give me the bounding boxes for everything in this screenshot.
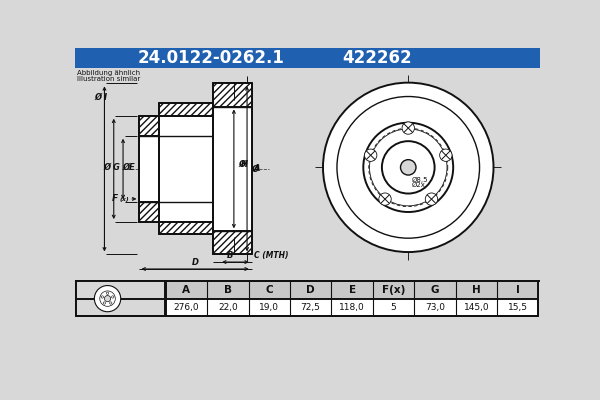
Circle shape — [337, 96, 479, 238]
Text: 5: 5 — [391, 303, 397, 312]
Text: Ø2x: Ø2x — [412, 182, 426, 188]
Text: 73,0: 73,0 — [425, 303, 445, 312]
Circle shape — [425, 193, 437, 205]
Text: I: I — [104, 93, 107, 102]
Circle shape — [112, 296, 114, 298]
Text: Illustration similar: Illustration similar — [77, 76, 140, 82]
Circle shape — [323, 83, 493, 252]
Circle shape — [440, 149, 452, 161]
Text: 276,0: 276,0 — [173, 303, 199, 312]
Text: F: F — [112, 194, 118, 204]
Bar — [139, 202, 159, 222]
Text: (x): (x) — [119, 197, 129, 202]
Text: 145,0: 145,0 — [464, 303, 489, 312]
Bar — [139, 136, 159, 202]
Text: E: E — [128, 163, 134, 172]
Circle shape — [101, 296, 104, 298]
Bar — [213, 106, 252, 231]
Text: H: H — [472, 285, 481, 295]
Text: 15,5: 15,5 — [508, 303, 528, 312]
Circle shape — [106, 292, 109, 294]
Bar — [158, 104, 213, 116]
Circle shape — [110, 302, 112, 304]
Text: Ø: Ø — [94, 93, 101, 102]
Circle shape — [401, 160, 416, 175]
Circle shape — [364, 123, 453, 212]
Circle shape — [100, 291, 115, 306]
Text: 24.0122-0262.1: 24.0122-0262.1 — [137, 49, 284, 67]
Circle shape — [104, 296, 110, 302]
Text: B: B — [224, 285, 232, 295]
Text: Ø: Ø — [252, 164, 259, 173]
Circle shape — [103, 302, 106, 304]
Text: 19,0: 19,0 — [259, 303, 279, 312]
Text: 118,0: 118,0 — [339, 303, 365, 312]
Text: A: A — [182, 285, 190, 295]
Text: E: E — [349, 285, 356, 295]
Text: B: B — [227, 251, 233, 260]
Circle shape — [94, 286, 121, 312]
Bar — [76, 281, 538, 316]
Text: G: G — [113, 163, 120, 172]
Text: 422262: 422262 — [343, 49, 412, 67]
Bar — [166, 281, 538, 299]
Circle shape — [370, 129, 447, 206]
Text: D: D — [191, 258, 199, 267]
Bar — [158, 222, 213, 234]
Text: A: A — [254, 164, 260, 173]
Bar — [76, 281, 165, 316]
Text: 22,0: 22,0 — [218, 303, 238, 312]
Bar — [75, 48, 540, 68]
Text: Ø: Ø — [239, 160, 245, 169]
Bar — [213, 84, 252, 106]
Text: G: G — [431, 285, 439, 295]
Text: Abbildung ähnlich: Abbildung ähnlich — [77, 70, 140, 76]
Text: Ø8,5: Ø8,5 — [412, 176, 428, 183]
Text: C (MTH): C (MTH) — [254, 251, 289, 260]
Text: D: D — [307, 285, 315, 295]
Circle shape — [402, 122, 415, 134]
Text: C: C — [265, 285, 273, 295]
Bar — [213, 231, 252, 254]
Text: 72,5: 72,5 — [301, 303, 320, 312]
Circle shape — [382, 141, 434, 194]
Bar — [158, 116, 213, 222]
Circle shape — [379, 193, 391, 205]
Text: Ø: Ø — [104, 163, 110, 172]
Text: Ø: Ø — [122, 163, 130, 172]
Circle shape — [364, 149, 377, 161]
Bar — [139, 116, 159, 136]
Text: F(x): F(x) — [382, 285, 405, 295]
Text: H: H — [241, 160, 248, 169]
Text: I: I — [516, 285, 520, 295]
